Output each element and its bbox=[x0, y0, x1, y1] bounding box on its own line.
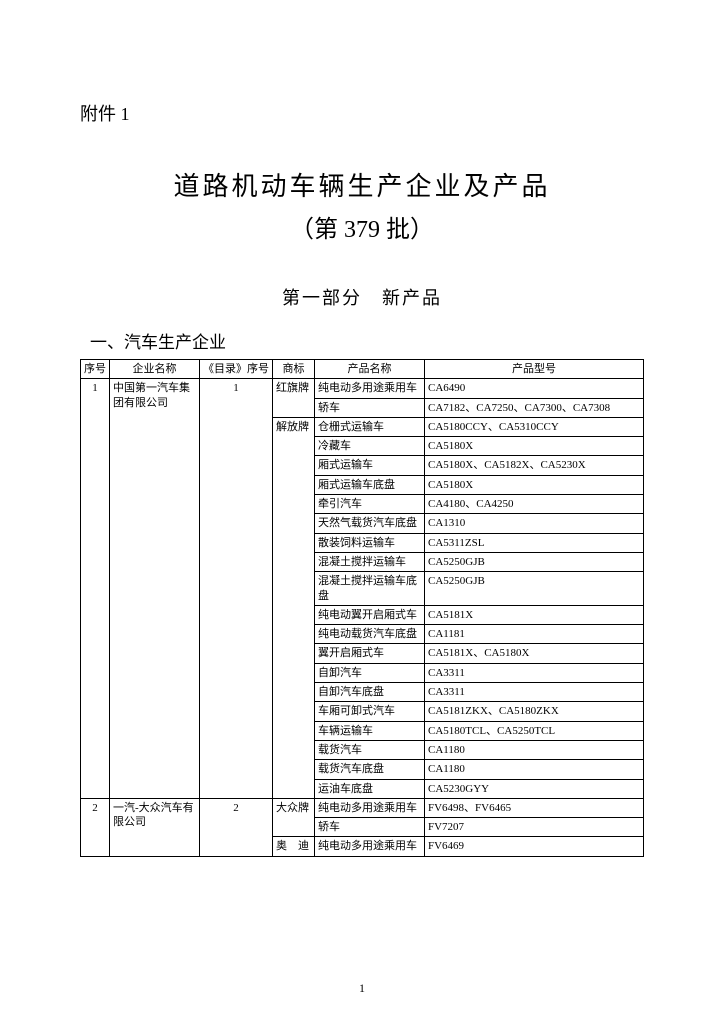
cell-model: CA5180X bbox=[425, 475, 644, 494]
cell-product: 轿车 bbox=[315, 398, 425, 417]
cell-product: 运油车底盘 bbox=[315, 779, 425, 798]
cell-model: CA5180CCY、CA5310CCY bbox=[425, 417, 644, 436]
cell-product: 纯电动载货汽车底盘 bbox=[315, 625, 425, 644]
cell-product: 纯电动多用途乘用车 bbox=[315, 379, 425, 398]
cell-model: CA4180、CA4250 bbox=[425, 495, 644, 514]
cell-product: 天然气载货汽车底盘 bbox=[315, 514, 425, 533]
cell-product: 散装饲料运输车 bbox=[315, 533, 425, 552]
cell-product: 载货汽车底盘 bbox=[315, 760, 425, 779]
cell-model: CA5250GJB bbox=[425, 552, 644, 571]
cell-model: CA5181ZKX、CA5180ZKX bbox=[425, 702, 644, 721]
cell-product: 车辆运输车 bbox=[315, 721, 425, 740]
cell-company: 中国第一汽车集团有限公司 bbox=[110, 379, 200, 799]
cell-brand: 大众牌 bbox=[273, 798, 315, 837]
table-row: 1中国第一汽车集团有限公司1红旗牌纯电动多用途乘用车CA6490 bbox=[81, 379, 644, 398]
cell-brand: 红旗牌 bbox=[273, 379, 315, 418]
header-seq: 序号 bbox=[81, 360, 110, 379]
cell-model: CA5311ZSL bbox=[425, 533, 644, 552]
cell-product: 车厢可卸式汽车 bbox=[315, 702, 425, 721]
cell-model: CA1310 bbox=[425, 514, 644, 533]
cell-product: 仓栅式运输车 bbox=[315, 417, 425, 436]
cell-brand: 奥 迪 bbox=[273, 837, 315, 856]
header-catalog: 《目录》序号 bbox=[200, 360, 273, 379]
cell-model: CA1181 bbox=[425, 625, 644, 644]
cell-model: CA7182、CA7250、CA7300、CA7308 bbox=[425, 398, 644, 417]
cell-model: CA1180 bbox=[425, 760, 644, 779]
cell-model: CA5181X、CA5180X bbox=[425, 644, 644, 663]
main-title: 道路机动车辆生产企业及产品 bbox=[80, 166, 644, 203]
cell-model: CA6490 bbox=[425, 379, 644, 398]
cell-catalog: 2 bbox=[200, 798, 273, 856]
cell-product: 翼开启厢式车 bbox=[315, 644, 425, 663]
subsection-heading: 一、汽车生产企业 bbox=[90, 328, 644, 353]
cell-model: CA3311 bbox=[425, 663, 644, 682]
cell-model: CA5180X、CA5182X、CA5230X bbox=[425, 456, 644, 475]
cell-product: 厢式运输车 bbox=[315, 456, 425, 475]
cell-model: CA1180 bbox=[425, 740, 644, 759]
cell-product: 厢式运输车底盘 bbox=[315, 475, 425, 494]
cell-seq: 2 bbox=[81, 798, 110, 856]
cell-model: CA3311 bbox=[425, 683, 644, 702]
cell-catalog: 1 bbox=[200, 379, 273, 799]
products-table: 序号 企业名称 《目录》序号 商标 产品名称 产品型号 1中国第一汽车集团有限公… bbox=[80, 359, 644, 857]
cell-product: 载货汽车 bbox=[315, 740, 425, 759]
cell-product: 自卸汽车 bbox=[315, 663, 425, 682]
header-model: 产品型号 bbox=[425, 360, 644, 379]
header-company: 企业名称 bbox=[110, 360, 200, 379]
table-header-row: 序号 企业名称 《目录》序号 商标 产品名称 产品型号 bbox=[81, 360, 644, 379]
cell-seq: 1 bbox=[81, 379, 110, 799]
table-row: 2一汽-大众汽车有限公司2大众牌纯电动多用途乘用车FV6498、FV6465 bbox=[81, 798, 644, 817]
cell-model: CA5180TCL、CA5250TCL bbox=[425, 721, 644, 740]
cell-model: CA5181X bbox=[425, 605, 644, 624]
cell-product: 轿车 bbox=[315, 818, 425, 837]
header-product: 产品名称 bbox=[315, 360, 425, 379]
cell-model: FV6498、FV6465 bbox=[425, 798, 644, 817]
cell-product: 牵引汽车 bbox=[315, 495, 425, 514]
batch-number: （第 379 批） bbox=[80, 209, 644, 244]
cell-product: 纯电动翼开启厢式车 bbox=[315, 605, 425, 624]
cell-company: 一汽-大众汽车有限公司 bbox=[110, 798, 200, 856]
cell-model: CA5250GJB bbox=[425, 572, 644, 606]
header-brand: 商标 bbox=[273, 360, 315, 379]
cell-model: FV6469 bbox=[425, 837, 644, 856]
cell-product: 混凝土搅拌运输车 bbox=[315, 552, 425, 571]
cell-brand: 解放牌 bbox=[273, 417, 315, 798]
page-number: 1 bbox=[0, 981, 724, 996]
attachment-label: 附件 1 bbox=[80, 100, 644, 126]
cell-product: 纯电动多用途乘用车 bbox=[315, 837, 425, 856]
cell-product: 冷藏车 bbox=[315, 437, 425, 456]
cell-product: 纯电动多用途乘用车 bbox=[315, 798, 425, 817]
cell-product: 混凝土搅拌运输车底盘 bbox=[315, 572, 425, 606]
cell-model: CA5230GYY bbox=[425, 779, 644, 798]
cell-model: FV7207 bbox=[425, 818, 644, 837]
cell-model: CA5180X bbox=[425, 437, 644, 456]
section-title: 第一部分 新产品 bbox=[80, 284, 644, 310]
cell-product: 自卸汽车底盘 bbox=[315, 683, 425, 702]
